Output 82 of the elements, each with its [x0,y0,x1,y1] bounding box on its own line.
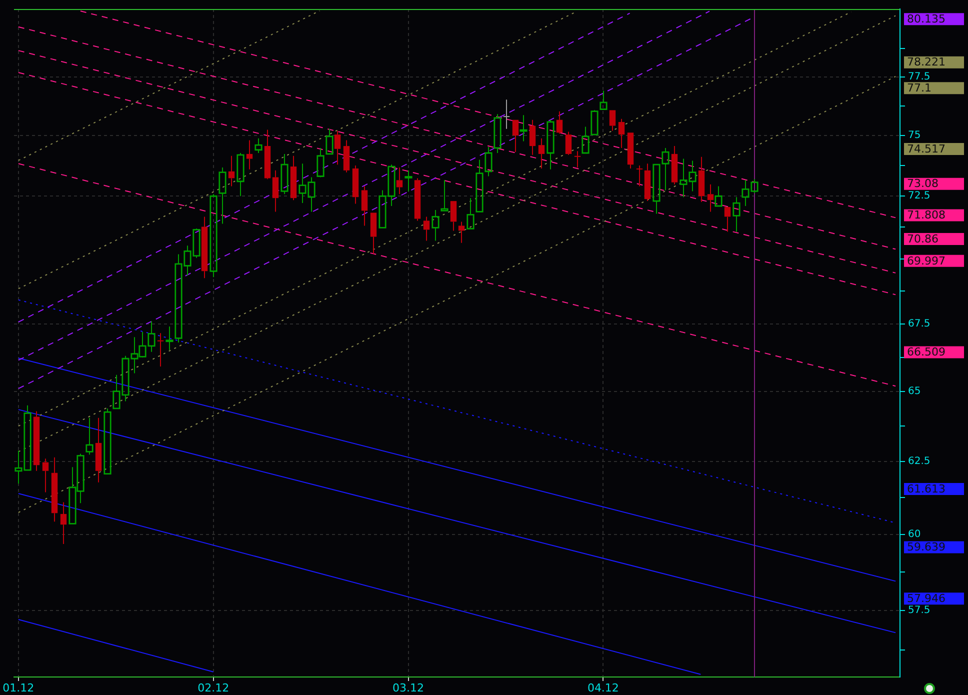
candlestick [609,110,616,132]
candlestick [334,130,341,166]
candlestick [698,156,705,203]
candlestick [236,152,244,197]
candlestick [343,140,350,173]
candlestick [423,216,430,242]
candlestick [440,180,448,212]
candlestick [246,140,253,170]
candlestick [503,99,510,130]
candlestick [218,166,226,224]
y-tick-label: 72.5 [908,190,930,202]
candlestick [272,170,279,212]
text: 59.639 [907,540,946,554]
candlestick [157,332,164,367]
candlestick [714,186,722,207]
candlestick [546,119,554,170]
candlestick [538,138,545,169]
candlestick [228,155,235,187]
candlestick [86,417,94,456]
candlestick [404,170,412,192]
x-tick-label: 01.12 [2,681,34,694]
candlestick [95,417,102,483]
candlestick [618,118,625,148]
candlestick [494,114,502,154]
candlestick [450,201,457,232]
text: 78.221 [907,56,946,69]
candlestick [432,209,440,242]
text: 57.946 [907,592,946,606]
candlestick [732,196,740,232]
text: 70.86 [907,232,938,246]
candlestick [361,186,368,226]
candlestick [370,212,377,254]
text: 80.135 [907,12,946,26]
candlestick [671,146,678,185]
candlestick [556,110,563,134]
candlestick [396,166,403,195]
y-tick-label: 65 [908,386,921,397]
x-tick-label: 04.12 [587,681,619,694]
candlestick [529,119,536,156]
candlestick [254,138,262,154]
y-tick-label: 77.5 [908,71,930,82]
candlestick [414,178,421,222]
candlestick [166,326,174,350]
candlestick [484,146,492,177]
candlestick [458,221,465,244]
candlestick [512,120,519,153]
candlestick [33,410,40,472]
candlestick [600,90,608,110]
text: 73.08 [907,177,938,190]
x-tick-label: 02.12 [198,681,230,694]
candlestick [51,456,58,522]
text: 66.509 [907,346,946,359]
text: 74.517 [907,142,946,156]
candlestick [644,163,651,202]
text: 71.808 [907,208,946,222]
candlestick [582,126,590,154]
candlestick [565,131,572,156]
y-tick-label: 67.5 [908,318,930,330]
candlestick [466,198,474,230]
candlestick [707,184,714,212]
candlestick [290,155,297,201]
y-tick-label: 57.5 [908,605,930,616]
candlestick [60,502,67,544]
text: 69.997 [907,254,946,268]
x-tick-label: 03.12 [392,681,424,694]
candlestick [627,132,634,169]
candlestick [574,150,581,168]
candlestick [724,206,731,232]
candlestick [476,159,484,212]
candlestick [264,129,271,180]
text: 77.1 [907,82,932,95]
candlestick [326,128,334,155]
candlestick [201,216,208,279]
candlestick [280,153,288,195]
candlestick [352,165,359,204]
y-tick-label: 60 [908,529,921,540]
y-tick-label: 75 [908,130,921,142]
text: 61.613 [907,482,946,496]
candlestick [636,165,643,187]
candlestick [42,458,49,493]
candlestick [520,114,528,142]
y-tick-label: 62.5 [908,456,930,468]
